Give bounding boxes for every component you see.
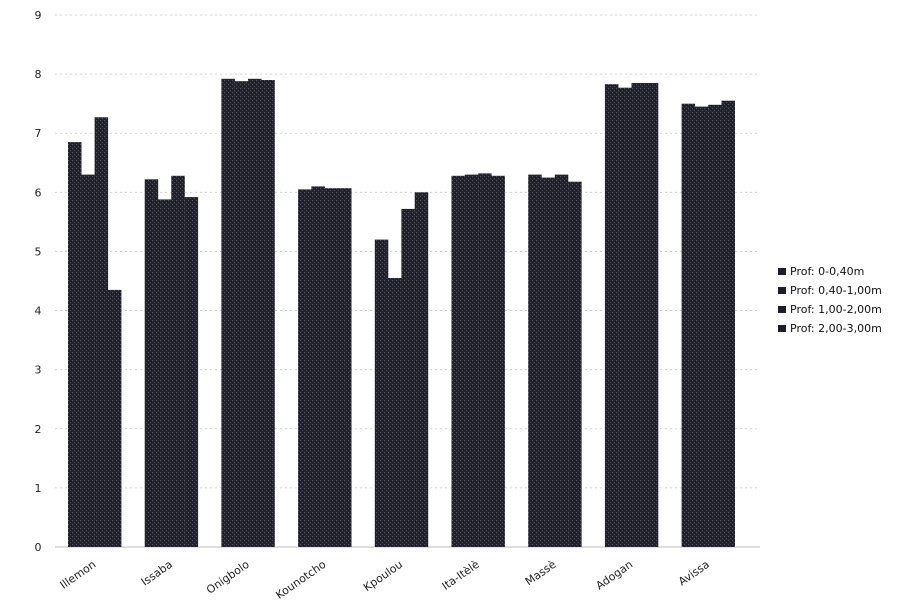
x-category-label: Avissa [676,558,712,589]
bar [721,100,735,547]
bar [401,208,415,547]
x-category-label: Kounotcho [273,558,328,602]
legend-swatch [778,268,786,275]
bar [94,117,109,548]
legend-swatch [778,287,786,294]
bar [414,192,429,548]
bar [618,87,632,547]
y-tick-label: 0 [35,541,42,554]
bar [158,199,172,547]
bar [184,197,199,547]
bar [554,174,569,547]
legend-swatch [778,325,786,332]
x-category-label: Issaba [139,558,175,589]
bar [708,104,722,548]
y-tick-label: 5 [35,245,42,258]
y-tick-label: 7 [35,127,42,140]
bar [491,175,505,548]
bar [221,78,235,548]
bar [107,289,122,547]
y-tick-label: 3 [35,364,42,377]
legend-item: Prof: 0-0,40m [778,262,882,281]
y-tick-label: 4 [35,305,42,318]
x-category-label: Illemon [58,558,99,592]
bar [324,188,339,547]
bar [541,177,555,547]
x-category-label: Adogan [594,558,636,593]
bar [374,239,389,547]
legend-label: Prof: 2,00-3,00m [790,322,882,335]
bar [568,181,582,547]
x-category-label: Massè [523,558,559,589]
legend-label: Prof: 0-0,40m [790,265,865,278]
bar [451,175,465,548]
y-tick-label: 9 [35,9,42,22]
y-tick-label: 6 [35,186,42,199]
x-axis-categories: Illemon Issaba Onigbolo Kounotcho Kpoulou Ita… [58,558,712,602]
bar [171,175,185,548]
bar [311,186,325,547]
bar [338,188,352,547]
y-tick-label: 2 [35,423,42,436]
x-category-label: Kpoulou [361,558,405,594]
bar [478,173,492,547]
bar [144,179,159,548]
bar [631,83,645,547]
bar [248,78,262,548]
bars [68,78,735,548]
bar [68,142,82,547]
y-tick-label: 8 [35,68,42,81]
bar [528,174,542,547]
legend-item: Prof: 0,40-1,00m [778,281,882,300]
legend: Prof: 0-0,40m Prof: 0,40-1,00m Prof: 1,0… [778,262,882,338]
legend-item: Prof: 2,00-3,00m [778,319,882,338]
bar [234,81,249,547]
legend-item: Prof: 1,00-2,00m [778,300,882,319]
x-category-label: Onigbolo [204,558,252,597]
bar [644,83,659,547]
bar [261,80,275,547]
bar [464,174,479,547]
legend-swatch [778,306,786,313]
bar [298,189,312,547]
bar [604,84,619,547]
bar [81,174,95,547]
bar [681,103,696,547]
x-category-label: Ita-Itèlè [440,558,482,593]
bar [694,106,709,547]
y-axis-ticks: 0 1 2 3 4 5 6 7 8 9 [35,9,42,554]
legend-label: Prof: 1,00-2,00m [790,303,882,316]
bar [388,278,402,547]
legend-label: Prof: 0,40-1,00m [790,284,882,297]
y-tick-label: 1 [35,482,42,495]
